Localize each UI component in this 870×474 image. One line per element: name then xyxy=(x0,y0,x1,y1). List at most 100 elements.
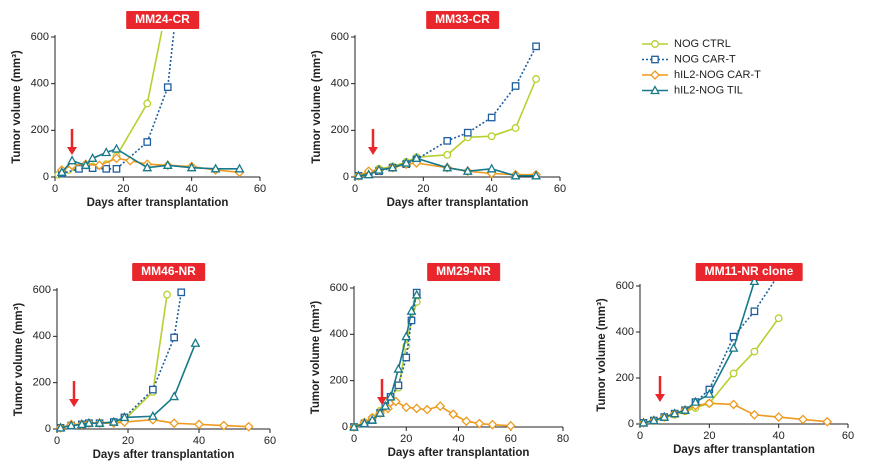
data-point xyxy=(443,150,452,159)
data-point xyxy=(363,169,374,179)
x-tick-label: 0 xyxy=(637,430,643,442)
data-point xyxy=(750,347,759,356)
data-point xyxy=(367,414,378,424)
data-point xyxy=(750,307,759,316)
chart-title: MM46-NR xyxy=(141,264,196,278)
legend-label: NOG CAR-T xyxy=(674,53,736,65)
data-point xyxy=(511,124,520,132)
data-point xyxy=(148,385,157,394)
data-point xyxy=(94,417,105,427)
y-tick-label: 600 xyxy=(31,31,49,43)
data-point xyxy=(511,82,520,90)
data-point xyxy=(487,113,496,122)
data-point xyxy=(349,421,359,431)
data-point xyxy=(393,363,404,373)
data-point xyxy=(680,404,690,414)
data-point xyxy=(170,333,178,342)
y-tick-label: 0 xyxy=(43,171,49,183)
data-point xyxy=(638,417,649,427)
title-box xyxy=(126,11,200,29)
data-point xyxy=(375,407,386,417)
data-point xyxy=(353,170,364,180)
data-point xyxy=(411,152,422,162)
chart-panel: MM29-NR 0 200 400 600 0 20 40 60 80 Days after tra… xyxy=(310,263,569,459)
chart-panel: MM24-CR 0 200 400 600 0 20 40 60 Days after trans… xyxy=(11,11,266,209)
data-point xyxy=(531,170,541,180)
y-tick-label: 200 xyxy=(31,124,49,136)
series-line xyxy=(353,294,418,428)
treatment-arrow xyxy=(655,376,665,402)
y-tick-label: 600 xyxy=(33,284,51,296)
y-axis-label: Tumor volume (mm³) xyxy=(310,301,322,415)
y-axis-label: Tumor volume (mm³) xyxy=(11,50,23,164)
chart-title: MM29-NR xyxy=(436,264,491,278)
y-tick-label: 400 xyxy=(31,78,49,90)
plot-area xyxy=(54,31,245,179)
data-point xyxy=(190,337,201,347)
data-point xyxy=(462,165,473,175)
y-tick-label: 600 xyxy=(616,280,634,292)
plot-area xyxy=(349,288,516,432)
legend: NOG CTRL NOG CAR-T hIL2-NOG CAR-T hIL2-NOG … xyxy=(642,38,761,96)
x-tick-label: 40 xyxy=(773,430,785,442)
data-point xyxy=(186,162,197,172)
data-point xyxy=(411,403,422,414)
data-point xyxy=(387,162,398,172)
data-point xyxy=(243,421,254,432)
chart-panel: MM46-NR 0 200 400 600 0 20 40 60 Days after trans… xyxy=(13,263,276,461)
x-tick-label: 20 xyxy=(417,183,429,195)
data-point xyxy=(112,164,121,173)
data-point xyxy=(177,288,186,297)
data-point xyxy=(461,416,472,427)
data-point xyxy=(773,412,784,423)
legend-label: hIL2-NOG TIL xyxy=(674,84,743,96)
data-point xyxy=(210,163,221,173)
y-tick-label: 400 xyxy=(331,78,349,90)
legend-marker xyxy=(651,55,659,64)
data-point xyxy=(401,331,412,341)
x-axis-label: Days after transplantation xyxy=(87,197,229,209)
data-point xyxy=(76,419,87,429)
x-tick-label: 20 xyxy=(122,435,134,447)
data-point xyxy=(108,416,119,426)
data-point xyxy=(407,316,416,325)
data-point xyxy=(111,143,122,153)
data-point xyxy=(111,153,122,164)
y-tick-label: 200 xyxy=(330,375,348,387)
chart-title: MM33-CR xyxy=(435,12,490,26)
chart-title: MM11-NR clone xyxy=(705,264,794,278)
y-axis-label: Tumor volume (mm³) xyxy=(596,298,608,412)
x-tick-label: 40 xyxy=(452,433,464,445)
data-point xyxy=(798,414,808,425)
y-tick-label: 200 xyxy=(331,124,349,136)
data-point xyxy=(422,404,433,415)
x-tick-label: 60 xyxy=(505,433,517,445)
treatment-arrow xyxy=(368,129,378,155)
data-point xyxy=(380,400,391,410)
legend-marker xyxy=(651,40,659,48)
chart-panel: MM33-CR 0 200 400 600 0 20 40 60 Days after trans… xyxy=(311,11,566,209)
data-point xyxy=(94,160,105,171)
data-point xyxy=(401,402,412,413)
data-point xyxy=(234,163,245,173)
treatment-arrow xyxy=(69,381,79,407)
data-point xyxy=(749,280,760,286)
series-line xyxy=(60,294,168,429)
y-tick-label: 0 xyxy=(628,418,634,430)
data-point xyxy=(119,412,130,422)
data-point xyxy=(142,162,153,172)
data-point xyxy=(169,391,180,401)
data-point xyxy=(84,417,94,427)
x-tick-label: 20 xyxy=(117,183,129,195)
data-point xyxy=(194,419,204,430)
x-tick-label: 20 xyxy=(400,433,412,445)
y-tick-label: 400 xyxy=(33,330,51,342)
data-point xyxy=(143,99,152,108)
data-point xyxy=(728,399,739,410)
legend-label: hIL2-NOG CAR-T xyxy=(674,69,761,81)
data-point xyxy=(510,170,521,180)
series-line xyxy=(60,342,197,429)
y-tick-label: 600 xyxy=(330,282,348,294)
title-box xyxy=(426,11,500,29)
